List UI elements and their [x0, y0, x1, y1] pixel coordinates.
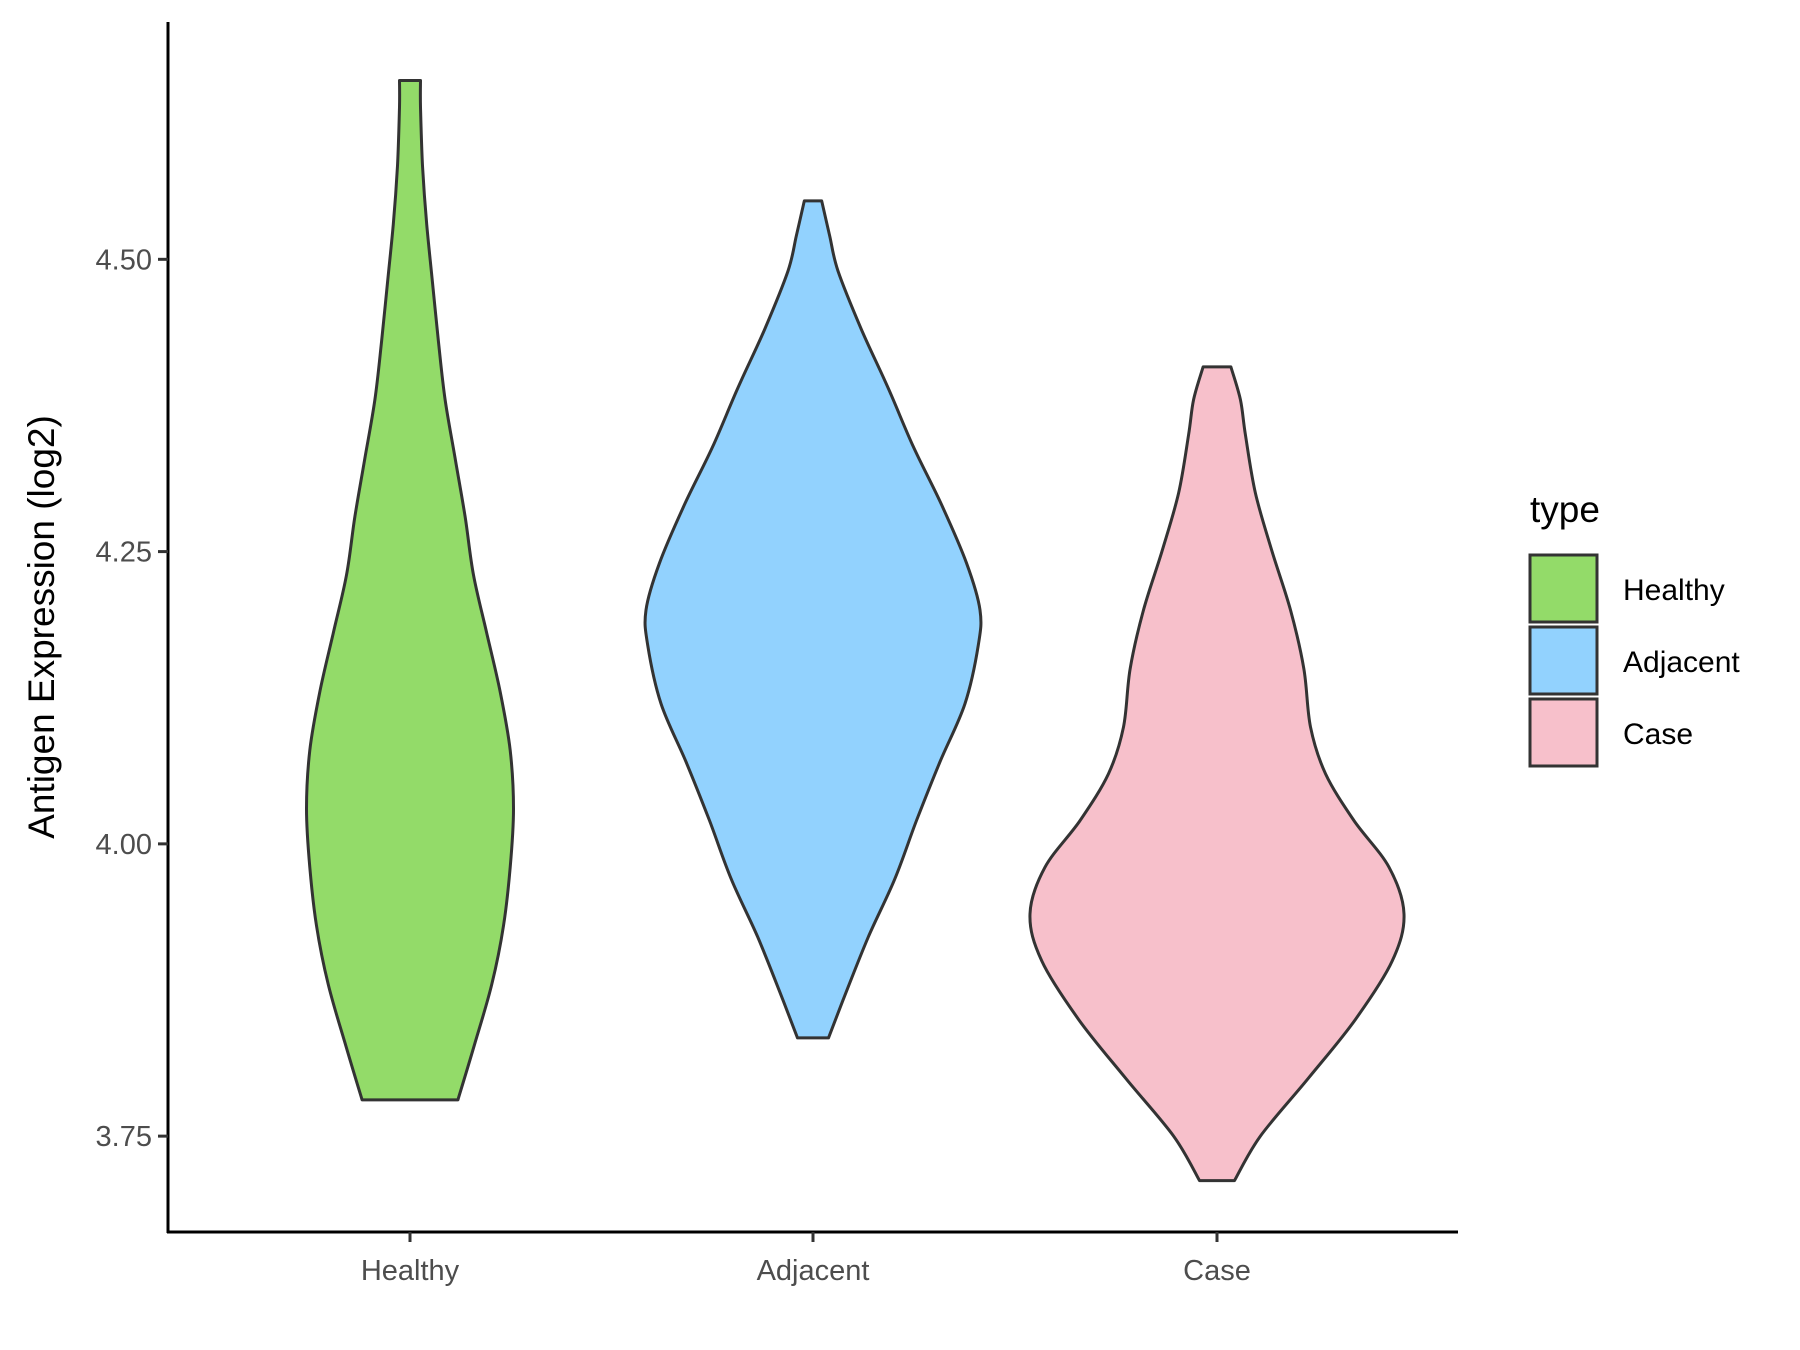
y-axis: 3.75 4.00 4.25 4.50	[96, 22, 170, 1233]
y-tick-label: 3.75	[96, 1121, 152, 1153]
x-tick-label: Adjacent	[757, 1255, 870, 1287]
legend-label-healthy: Healthy	[1623, 574, 1725, 607]
violin-healthy	[305, 79, 515, 1102]
y-axis-title: Antigen Expression (log2)	[21, 415, 62, 839]
legend-swatch-adjacent	[1528, 625, 1599, 696]
y-ticks: 3.75 4.00 4.25 4.50	[96, 244, 168, 1153]
legend-entries: Healthy Adjacent Case	[1528, 553, 1740, 768]
y-tick-label: 4.00	[96, 829, 152, 861]
y-tick-label: 4.50	[96, 244, 152, 276]
violin-adjacent	[643, 199, 983, 1040]
legend-title: type	[1530, 489, 1600, 530]
violin-layer	[305, 79, 1406, 1183]
violin-case	[1028, 365, 1406, 1183]
legend-swatch-healthy	[1528, 553, 1599, 624]
legend: type Healthy Adjacent Case	[1528, 489, 1740, 768]
x-tick-label: Case	[1183, 1255, 1251, 1287]
legend-swatch-case	[1528, 697, 1599, 768]
legend-label-case: Case	[1623, 718, 1693, 751]
y-tick-label: 4.25	[96, 537, 152, 569]
x-tick-label: Healthy	[361, 1255, 460, 1287]
x-axis: Healthy Adjacent Case	[167, 1230, 1458, 1287]
legend-label-adjacent: Adjacent	[1623, 646, 1740, 679]
x-ticks: Healthy Adjacent Case	[361, 1232, 1251, 1287]
